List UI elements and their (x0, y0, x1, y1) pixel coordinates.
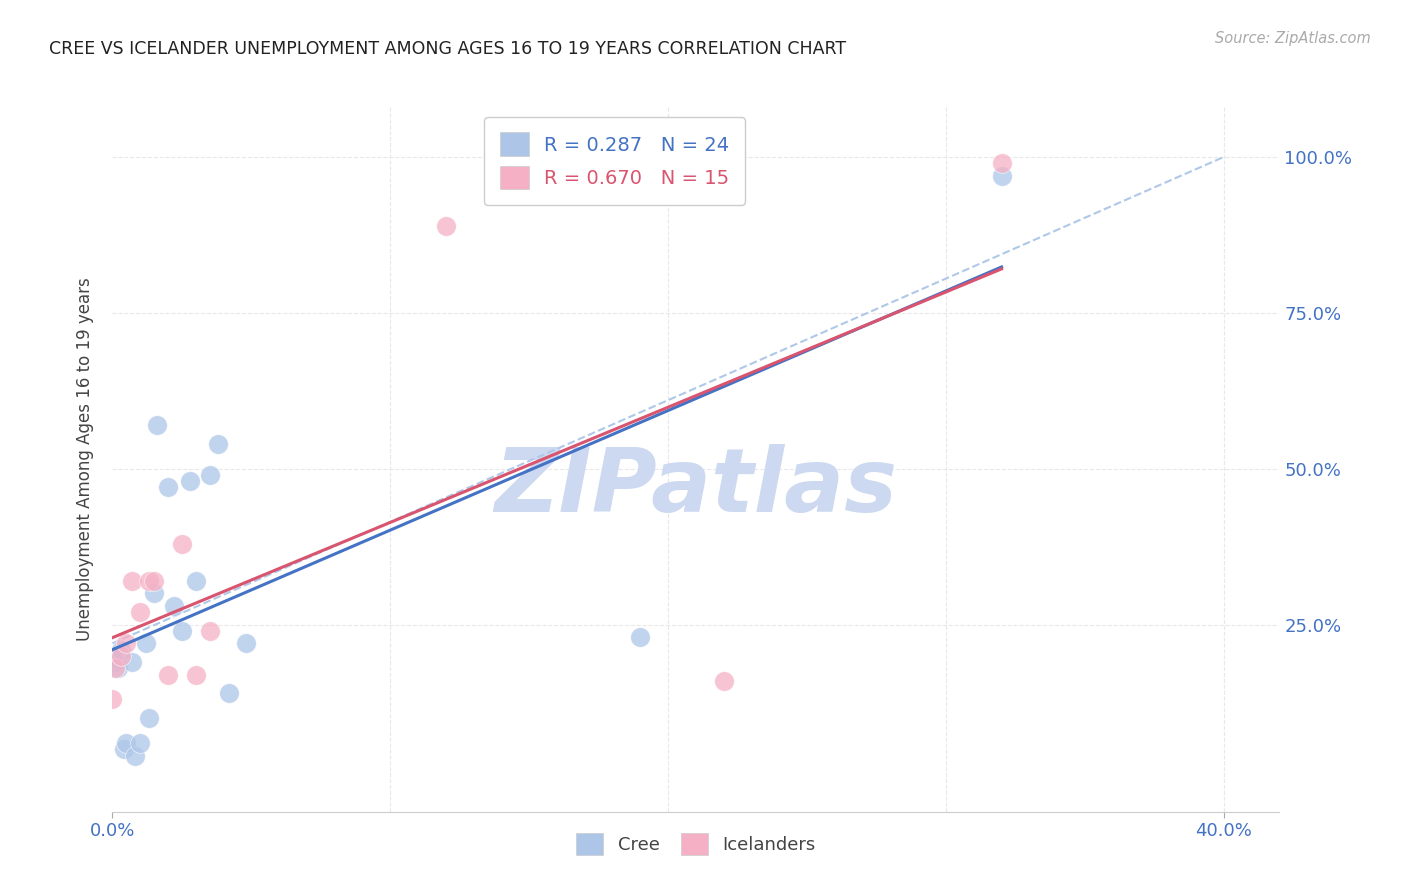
Point (157, 667, 180, 681)
Point (184, 667, 207, 681)
Point (104, 655, 127, 669)
Point (170, 536, 193, 550)
Text: Source: ZipAtlas.com: Source: ZipAtlas.com (1215, 31, 1371, 46)
Point (628, 630, 651, 644)
Point (129, 736, 152, 750)
Point (143, 586, 166, 600)
Point (110, 642, 132, 657)
Point (143, 574, 166, 588)
Point (101, 692, 124, 706)
Point (990, 156, 1012, 170)
Point (121, 655, 143, 669)
Point (146, 418, 169, 433)
Point (124, 748, 146, 763)
Text: ZIPatlas: ZIPatlas (495, 444, 897, 531)
Point (115, 636, 138, 650)
Point (434, 219, 457, 233)
Point (170, 624, 193, 638)
Point (101, 648, 124, 663)
Point (162, 599, 184, 613)
Point (198, 624, 221, 638)
Point (129, 605, 152, 619)
Point (157, 480, 180, 494)
Text: CREE VS ICELANDER UNEMPLOYMENT AMONG AGES 16 TO 19 YEARS CORRELATION CHART: CREE VS ICELANDER UNEMPLOYMENT AMONG AGE… (49, 40, 846, 58)
Point (112, 742, 135, 756)
Point (115, 736, 138, 750)
Point (135, 636, 157, 650)
Point (198, 467, 221, 482)
Point (235, 636, 257, 650)
Point (110, 648, 132, 663)
Point (138, 711, 160, 725)
Point (179, 474, 201, 488)
Point (138, 574, 160, 588)
Point (104, 661, 127, 675)
Point (207, 437, 229, 451)
Point (713, 673, 735, 688)
Legend: Cree, Icelanders: Cree, Icelanders (569, 826, 823, 863)
Point (121, 574, 143, 588)
Point (107, 661, 129, 675)
Y-axis label: Unemployment Among Ages 16 to 19 years: Unemployment Among Ages 16 to 19 years (76, 277, 94, 641)
Point (184, 574, 207, 588)
Point (218, 686, 240, 700)
Point (990, 169, 1012, 183)
